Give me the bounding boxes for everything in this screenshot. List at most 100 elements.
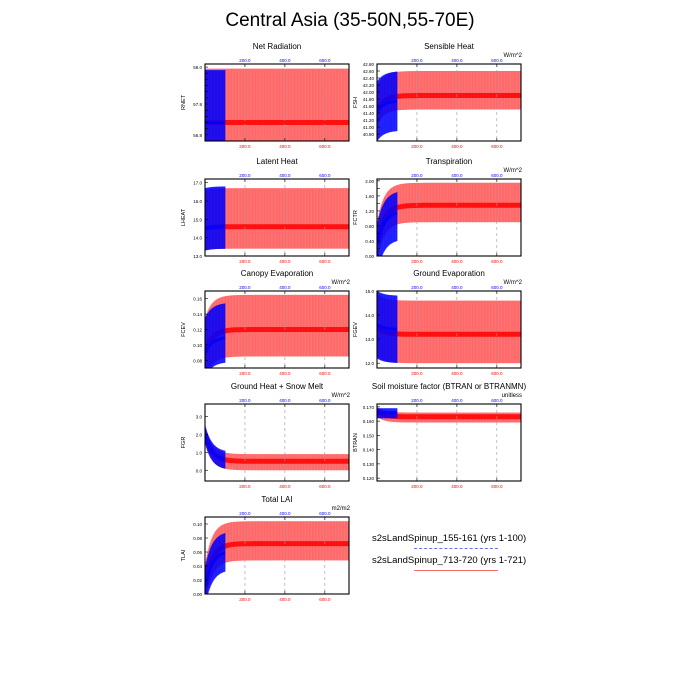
bottom-tick-label: 600.0 <box>319 259 331 264</box>
bottom-tick-label: 400.0 <box>451 371 463 376</box>
y-tick-label: 14.0 <box>365 313 374 318</box>
panel-data <box>377 291 521 364</box>
plot-frame <box>376 403 522 482</box>
figure-title: Central Asia (35-50N,55-70E) <box>225 10 475 31</box>
bottom-tick-label: 400.0 <box>279 484 291 489</box>
y-tick-label: 0.0 <box>196 468 203 473</box>
y-tick-label: 57.8 <box>193 102 202 107</box>
top-tick-label: 200.0 <box>239 511 251 516</box>
y-tick-label: 0.16 <box>193 297 202 302</box>
y-axis-label: TLAI <box>181 549 187 561</box>
y-tick-label: 3.0 <box>196 415 203 420</box>
panel-title: Total LAI <box>261 495 292 504</box>
y-tick-label: 15.0 <box>193 217 202 222</box>
top-tick-label: 600.0 <box>491 285 503 290</box>
top-tick-label: 600.0 <box>319 173 331 178</box>
series-1-mean-line <box>205 551 226 588</box>
panel-units: W/m^2 <box>504 168 523 174</box>
top-tick-label: 600.0 <box>319 58 331 63</box>
y-tick-label: 41.00 <box>363 125 375 130</box>
panel-units: unitless <box>502 393 522 399</box>
panel-fctr: Transpiration W/m^2 0.00 0.40 0.80 1.20 1.60 2.… <box>353 157 523 264</box>
y-tick-label: 41.20 <box>363 118 375 123</box>
series-1-mean-line <box>205 434 226 462</box>
y-tick-label: 13.0 <box>193 254 202 259</box>
y-tick-label: 0.170 <box>363 405 375 410</box>
y-tick-label: 1.0 <box>196 450 203 455</box>
panel-title: Latent Heat <box>256 157 298 166</box>
y-tick-label: 0.00 <box>365 254 374 259</box>
legend-swatch-run2 <box>414 570 498 571</box>
y-tick-label: 0.40 <box>365 239 374 244</box>
y-tick-label: 41.60 <box>363 104 375 109</box>
legend-entry-run1: s2sLandSpinup_155-161 (yrs 1-100) <box>372 533 542 549</box>
panel-data <box>205 425 349 471</box>
panel-title: Net Radiation <box>253 42 301 51</box>
series-1-mean-line <box>377 99 397 113</box>
panel-units: W/m^2 <box>504 53 523 59</box>
bottom-tick-label: 200.0 <box>411 144 423 149</box>
bottom-tick-label: 600.0 <box>319 484 331 489</box>
y-tick-label: 0.06 <box>193 550 202 555</box>
y-tick-label: 0.120 <box>363 476 375 481</box>
bottom-tick-label: 600.0 <box>319 597 331 602</box>
legend: s2sLandSpinup_155-161 (yrs 1-100) s2sLan… <box>372 533 542 571</box>
top-tick-label: 600.0 <box>319 398 331 403</box>
y-tick-label: 59.0 <box>193 65 202 70</box>
y-tick-label: 0.02 <box>193 578 202 583</box>
y-tick-label: 40.80 <box>363 132 375 137</box>
bottom-tick-label: 200.0 <box>239 144 251 149</box>
top-tick-label: 200.0 <box>239 58 251 63</box>
y-axis-label: FGEV <box>353 322 359 337</box>
panel-data <box>205 294 349 368</box>
top-tick-label: 600.0 <box>491 173 503 178</box>
y-tick-label: 0.130 <box>363 462 375 467</box>
y-tick-label: 0.00 <box>193 592 202 597</box>
panel-data <box>377 71 521 141</box>
panel-btran: Soil moisture factor (BTRAN or BTRANMN) u… <box>353 382 526 489</box>
panel-fgev: Ground Evaporation W/m^2 12.0 13.0 14.0 15.0 2… <box>353 269 523 376</box>
panel-title: Soil moisture factor (BTRAN or BTRANMN) <box>372 382 527 391</box>
bottom-tick-label: 600.0 <box>491 371 503 376</box>
panel-data <box>205 521 349 594</box>
y-tick-label: 56.8 <box>193 133 202 138</box>
plot-frame <box>204 63 350 142</box>
panel-fsh: Sensible Heat W/m^2 40.80 41.00 41.20 41.40 41… <box>353 42 523 149</box>
top-tick-label: 400.0 <box>279 173 291 178</box>
plot-frame <box>376 290 522 369</box>
y-tick-label: 1.60 <box>365 194 374 199</box>
panel-rnet: Net Radiation 56.8 57.8 59.0 200.0 400.0 600.0… <box>181 42 350 149</box>
y-tick-label: 0.10 <box>193 343 202 348</box>
y-tick-label: 0.14 <box>193 312 202 317</box>
bottom-tick-label: 400.0 <box>279 371 291 376</box>
top-tick-label: 400.0 <box>279 398 291 403</box>
y-tick-label: 0.140 <box>363 448 375 453</box>
panel-data <box>205 68 349 141</box>
bottom-tick-label: 200.0 <box>411 371 423 376</box>
bottom-tick-label: 200.0 <box>239 597 251 602</box>
panel-units: m2/m2 <box>332 506 351 512</box>
y-tick-label: 0.10 <box>193 522 202 527</box>
panel-units: W/m^2 <box>504 280 523 286</box>
series-1-mean-line <box>377 211 398 246</box>
bottom-tick-label: 600.0 <box>491 259 503 264</box>
bottom-tick-label: 400.0 <box>451 259 463 264</box>
top-tick-label: 400.0 <box>451 285 463 290</box>
legend-label-run1: s2sLandSpinup_155-161 (yrs 1-100) <box>372 533 527 544</box>
top-tick-label: 200.0 <box>239 285 251 290</box>
top-tick-label: 600.0 <box>319 285 331 290</box>
top-tick-label: 200.0 <box>411 285 423 290</box>
legend-label-run2: s2sLandSpinup_713-720 (yrs 1-721) <box>372 555 527 566</box>
series-2-mean-line <box>205 433 349 464</box>
bottom-tick-label: 600.0 <box>319 371 331 376</box>
y-tick-label: 2.0 <box>196 432 203 437</box>
panel-fgr: Ground Heat + Snow Melt W/m^2 0.0 1.0 2.0 3.0… <box>181 382 351 489</box>
bottom-tick-label: 400.0 <box>279 597 291 602</box>
plot-frame <box>376 63 522 142</box>
series-2-mean-line <box>205 224 349 231</box>
top-tick-label: 200.0 <box>411 173 423 178</box>
y-tick-label: 13.0 <box>365 337 374 342</box>
y-tick-label: 42.80 <box>363 62 375 67</box>
y-tick-label: 16.0 <box>193 199 202 204</box>
plot-frame <box>204 178 350 257</box>
